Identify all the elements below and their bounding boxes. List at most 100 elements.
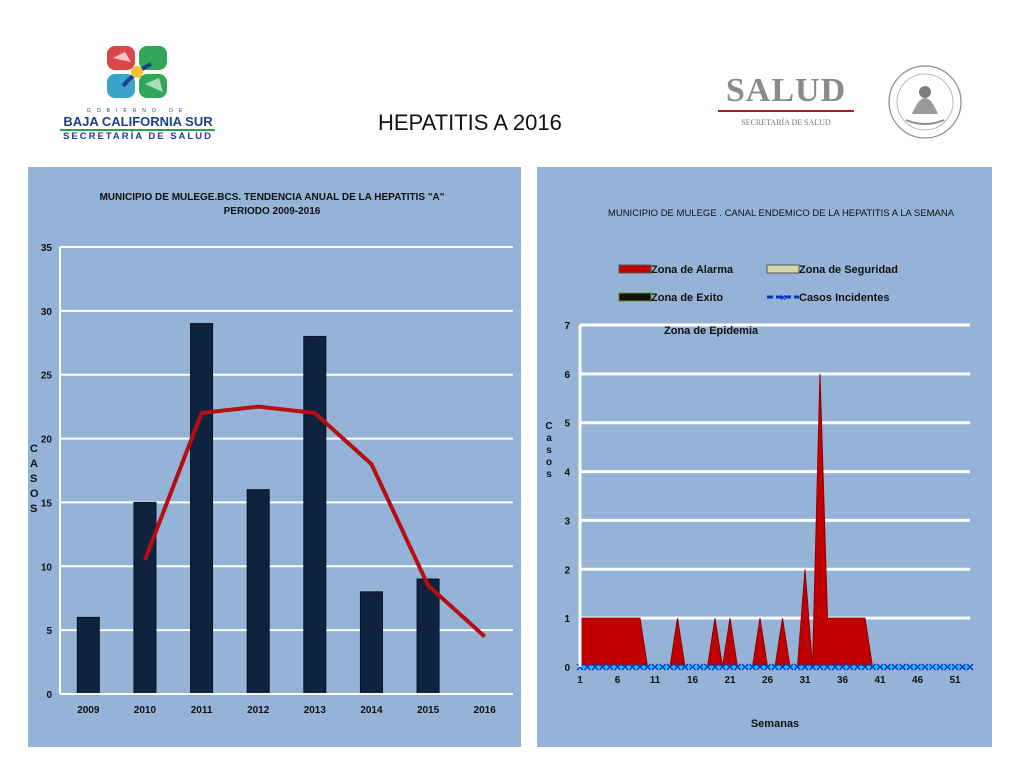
chart2-x-tick-label: 16 [687,675,699,686]
chart2-incident-point [786,663,794,671]
chart2-incident-point [741,663,749,671]
chart2-legend-marker: × [780,293,786,304]
chart1-x-tick-label: 2015 [417,705,440,716]
chart2-y-tick-label: 0 [564,663,570,674]
chart2-incident-point [951,663,959,671]
chart2-incident-point [621,663,629,671]
chart2-legend-label: Zona de Exito [651,292,723,304]
chart2-y-tick-label: 2 [564,565,570,576]
bcs-gobierno-label: GOBIERNO DE [86,108,189,114]
chart2-incident-point [734,663,741,671]
chart2-incident-point [651,663,659,671]
chart2-x-tick-label: 41 [874,675,886,686]
chart2-y-tick-label: 5 [564,419,570,430]
chart2-y-axis-label: s [546,469,552,480]
chart2-x-tick-label: 31 [799,675,811,686]
chart1-y-tick-label: 25 [41,371,53,382]
chart1-x-tick-label: 2013 [304,705,327,716]
chart2-incident-point [614,663,621,671]
chart2-x-tick-label: 46 [912,675,924,686]
chart2-incident-point [966,663,974,671]
chart1-y-tick-label: 30 [41,307,53,318]
chart2-y-axis-label: a [546,433,552,444]
chart2-incident-point [861,663,869,671]
chart1-bar [303,335,327,695]
chart1-y-axis-label: O [30,488,39,500]
endemic-channel-chart: MUNICIPIO DE MULEGE . CANAL ENDEMICO DE … [545,208,974,730]
chart1-bar [359,591,383,695]
salud-logo-subtitle: SECRETARÍA DE SALUD [741,118,831,127]
chart2-incident-point [666,663,674,671]
chart2-x-tick-label: 11 [650,675,661,686]
chart2-y-tick-label: 4 [564,468,570,479]
chart2-incident-point [801,663,809,671]
chart2-incident-point [906,663,914,671]
chart1-bar [190,323,214,695]
chart2-incident-point [726,663,734,671]
chart2-incident-point [809,663,816,671]
chart2-incident-point [944,663,951,671]
chart2-y-axis-label: o [546,457,552,468]
mexican-seal-icon [888,65,962,139]
annual-trend-chart: MUNICIPIO DE MULEGE.BCS. TENDENCIA ANUAL… [30,192,513,716]
chart2-incident-point [659,663,666,671]
chart2-incident-point [959,663,966,671]
chart1-x-tick-label: 2016 [474,705,497,716]
bcs-emblem-icon [107,46,167,98]
endemic-channel-chart-panel: MUNICIPIO DE MULEGE . CANAL ENDEMICO DE … [537,167,992,747]
chart1-title: MUNICIPIO DE MULEGE.BCS. TENDENCIA ANUAL… [99,192,444,203]
chart1-bar [246,489,270,695]
chart2-incident-point [824,663,831,671]
chart2-incident-point [599,663,606,671]
chart2-legend-swatch [618,264,652,274]
chart2-legend-label: Zona de Seguridad [799,264,898,276]
chart1-subtitle: PERIODO 2009-2016 [224,206,321,217]
chart2-legend-label: Casos Incidentes [799,292,889,304]
chart1-y-tick-label: 35 [41,243,53,254]
chart2-incident-point [584,663,591,671]
chart2-x-tick-label: 1 [577,675,583,686]
chart2-y-axis-label: C [545,421,552,432]
chart2-incident-point [764,663,771,671]
chart1-x-tick-label: 2012 [247,705,270,716]
chart2-x-tick-label: 51 [949,675,961,686]
salud-logo-divider [718,110,854,112]
chart2-incident-point [644,663,651,671]
chart1-y-tick-label: 15 [41,498,53,509]
chart1-x-tick-label: 2010 [134,705,157,716]
chart2-incident-point [636,663,644,671]
chart2-incident-point [606,663,614,671]
chart2-incident-point [629,663,636,671]
chart2-incident-point [816,663,824,671]
chart2-x-tick-label: 6 [615,675,621,686]
chart2-x-tick-label: 26 [762,675,774,686]
chart2-incident-point [711,663,719,671]
chart2-legend-swatch [618,292,652,302]
chart2-y-tick-label: 1 [564,614,570,625]
chart2-y-tick-label: 3 [564,516,570,527]
chart1-y-tick-label: 20 [41,435,53,446]
chart2-y-tick-label: 6 [564,370,570,381]
chart2-incident-point [854,663,861,671]
chart1-y-axis-label: S [30,503,37,515]
salud-logo-name: SALUD [725,72,847,109]
chart2-annotation: Zona de Epidemia [664,325,759,337]
chart2-x-tick-label: 36 [837,675,849,686]
chart1-y-axis-label: A [30,458,38,470]
chart1-y-tick-label: 0 [46,690,52,701]
bcs-subtitle-label: SECRETARÍA DE SALUD [63,131,213,142]
chart2-incident-point [704,663,711,671]
chart1-x-tick-label: 2009 [77,705,100,716]
chart2-incident-point [929,663,936,671]
chart1-bar [76,616,100,695]
chart2-xlabel: Semanas [751,718,799,730]
chart2-incident-point [839,663,846,671]
chart2-x-tick-label: 21 [724,675,736,686]
chart2-incident-point [876,663,884,671]
chart2-incident-point [674,663,681,671]
chart2-incident-point [899,663,906,671]
chart2-incident-point [681,663,689,671]
bcs-name-label: BAJA CALIFORNIA SUR [63,114,213,129]
chart2-incident-point [869,663,876,671]
chart1-y-axis-label: C [30,443,38,455]
